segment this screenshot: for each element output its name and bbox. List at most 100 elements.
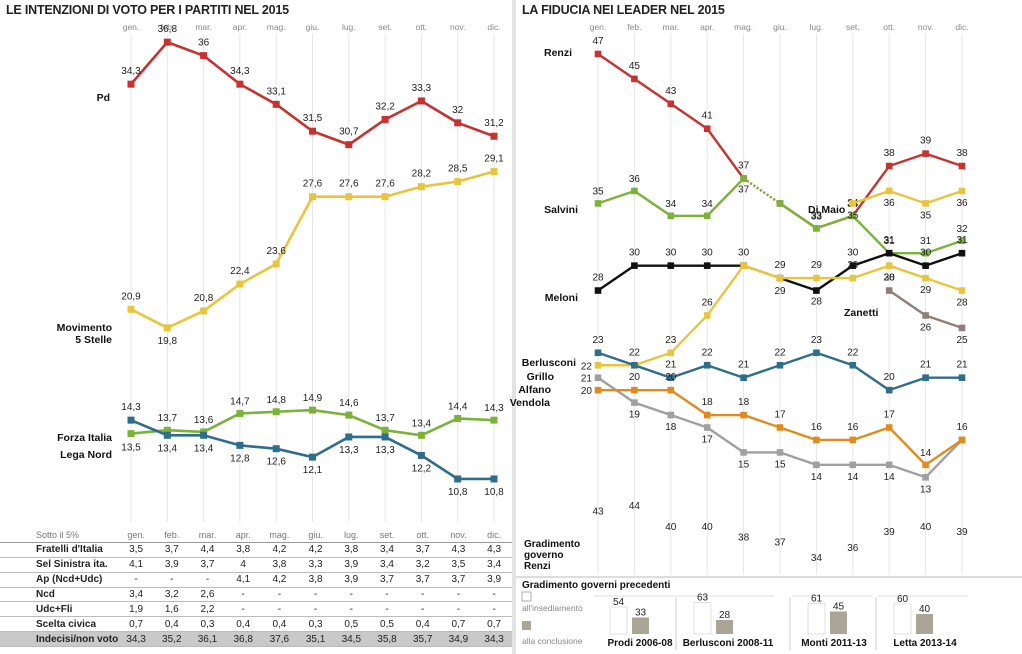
table-cell: 3,7: [189, 557, 226, 573]
table-cell: 4,3: [440, 542, 477, 558]
data-point: [594, 200, 602, 207]
data-point: [885, 424, 893, 431]
bar-label: 33: [635, 608, 647, 619]
table-month: set.: [369, 528, 405, 543]
data-point: [417, 431, 425, 439]
table-cell: -: [476, 587, 512, 603]
table-cell: -: [369, 587, 405, 603]
data-label: 32,2: [375, 101, 395, 112]
series-line: [816, 214, 854, 230]
series-line: [743, 413, 781, 429]
data-point: [813, 225, 820, 232]
month-label: apr.: [700, 22, 714, 32]
data-label: 31: [920, 236, 932, 247]
data-point: [417, 451, 425, 459]
data-label: 20,8: [194, 293, 214, 304]
table-row-name: Sel Sinistra ita.: [0, 557, 119, 573]
data-label: 33,3: [412, 83, 432, 94]
data-label: 22,4: [230, 266, 250, 277]
data-point: [345, 193, 353, 201]
data-point: [667, 262, 675, 269]
data-point: [667, 411, 675, 419]
gradimento-value: 40: [702, 522, 714, 533]
data-label: 29,1: [484, 154, 504, 165]
month-label: nov.: [918, 22, 933, 32]
data-point: [594, 287, 602, 294]
data-point: [922, 474, 929, 481]
data-label: 19,8: [158, 336, 178, 347]
data-point: [740, 262, 747, 269]
data-point: [163, 426, 171, 434]
table-cell: 36,8: [225, 631, 262, 648]
legend-swatch-start: [521, 591, 532, 602]
data-label: 21: [920, 360, 932, 371]
month-label: gen.: [590, 22, 607, 32]
data-point: [922, 249, 929, 257]
data-label: 13,6: [194, 415, 214, 426]
table-cell: 3,8: [333, 542, 370, 558]
data-point: [127, 80, 135, 88]
data-label: 30: [847, 248, 859, 259]
series-name: Berlusconi: [522, 357, 576, 369]
data-point: [381, 426, 389, 434]
data-point: [667, 386, 675, 394]
series-line: [706, 177, 745, 217]
data-point: [163, 431, 171, 439]
data-point: [127, 430, 135, 438]
data-label: 14: [884, 472, 896, 483]
small-parties-table: Sotto il 5% gen. feb. mar. apr. mag. giu. lug. s…: [0, 528, 512, 648]
data-point: [236, 80, 244, 88]
table-cell: -: [261, 587, 298, 603]
legend-label-start: all'insediamento: [522, 603, 583, 613]
table-cell: 3,8: [297, 572, 334, 588]
table-month: mag.: [261, 528, 298, 543]
series-line: [634, 351, 672, 367]
table-cell: 3,7: [404, 542, 441, 558]
gov-name: Monti 2011-13: [801, 638, 867, 649]
table-cell: 3,2: [153, 587, 190, 603]
data-label: 18: [738, 397, 750, 408]
data-label: 28: [956, 298, 968, 309]
data-label: 33: [811, 211, 823, 222]
data-point: [236, 280, 244, 288]
data-point: [594, 50, 602, 58]
data-label: 28: [884, 273, 896, 284]
data-point: [417, 183, 425, 191]
data-point: [490, 132, 498, 140]
data-label: 30: [629, 248, 641, 259]
data-point: [885, 461, 893, 469]
series-name-lega-nord: Lega Nord: [60, 449, 112, 461]
series-line: [669, 314, 709, 354]
gradimento-value: 39: [956, 527, 968, 538]
bar-label: 60: [897, 594, 909, 605]
series-line: [924, 439, 963, 479]
table-cell: 0,7: [440, 616, 477, 633]
data-label: 22: [847, 347, 859, 358]
table-cell: 3,4: [476, 557, 512, 573]
table-cell: -: [118, 572, 154, 588]
bar-end: [632, 617, 649, 634]
table-cell: 35,2: [153, 631, 190, 648]
data-label: 15: [774, 459, 786, 470]
series-line: [888, 376, 926, 392]
data-point: [163, 324, 171, 332]
bar-start: [807, 603, 826, 635]
series-name: Salvini: [544, 204, 578, 216]
data-point: [849, 274, 857, 282]
data-label: 12,6: [266, 457, 286, 468]
series-line: [670, 413, 708, 429]
gradimento-value: 43: [592, 506, 604, 517]
data-label: 14,9: [303, 393, 323, 404]
table-cell: 36,1: [189, 631, 226, 648]
table-cell: -: [297, 587, 334, 603]
month-label: ott.: [415, 22, 427, 32]
data-point: [776, 361, 784, 369]
data-label: 18: [665, 422, 677, 433]
data-point: [127, 305, 135, 313]
table-row-name: Udc+Fli: [0, 601, 119, 618]
series-line: [925, 276, 963, 292]
data-point: [345, 433, 353, 441]
table-cell: 3,8: [225, 542, 262, 558]
table-cell: 34,3: [118, 631, 154, 648]
month-label: mar.: [663, 22, 680, 32]
